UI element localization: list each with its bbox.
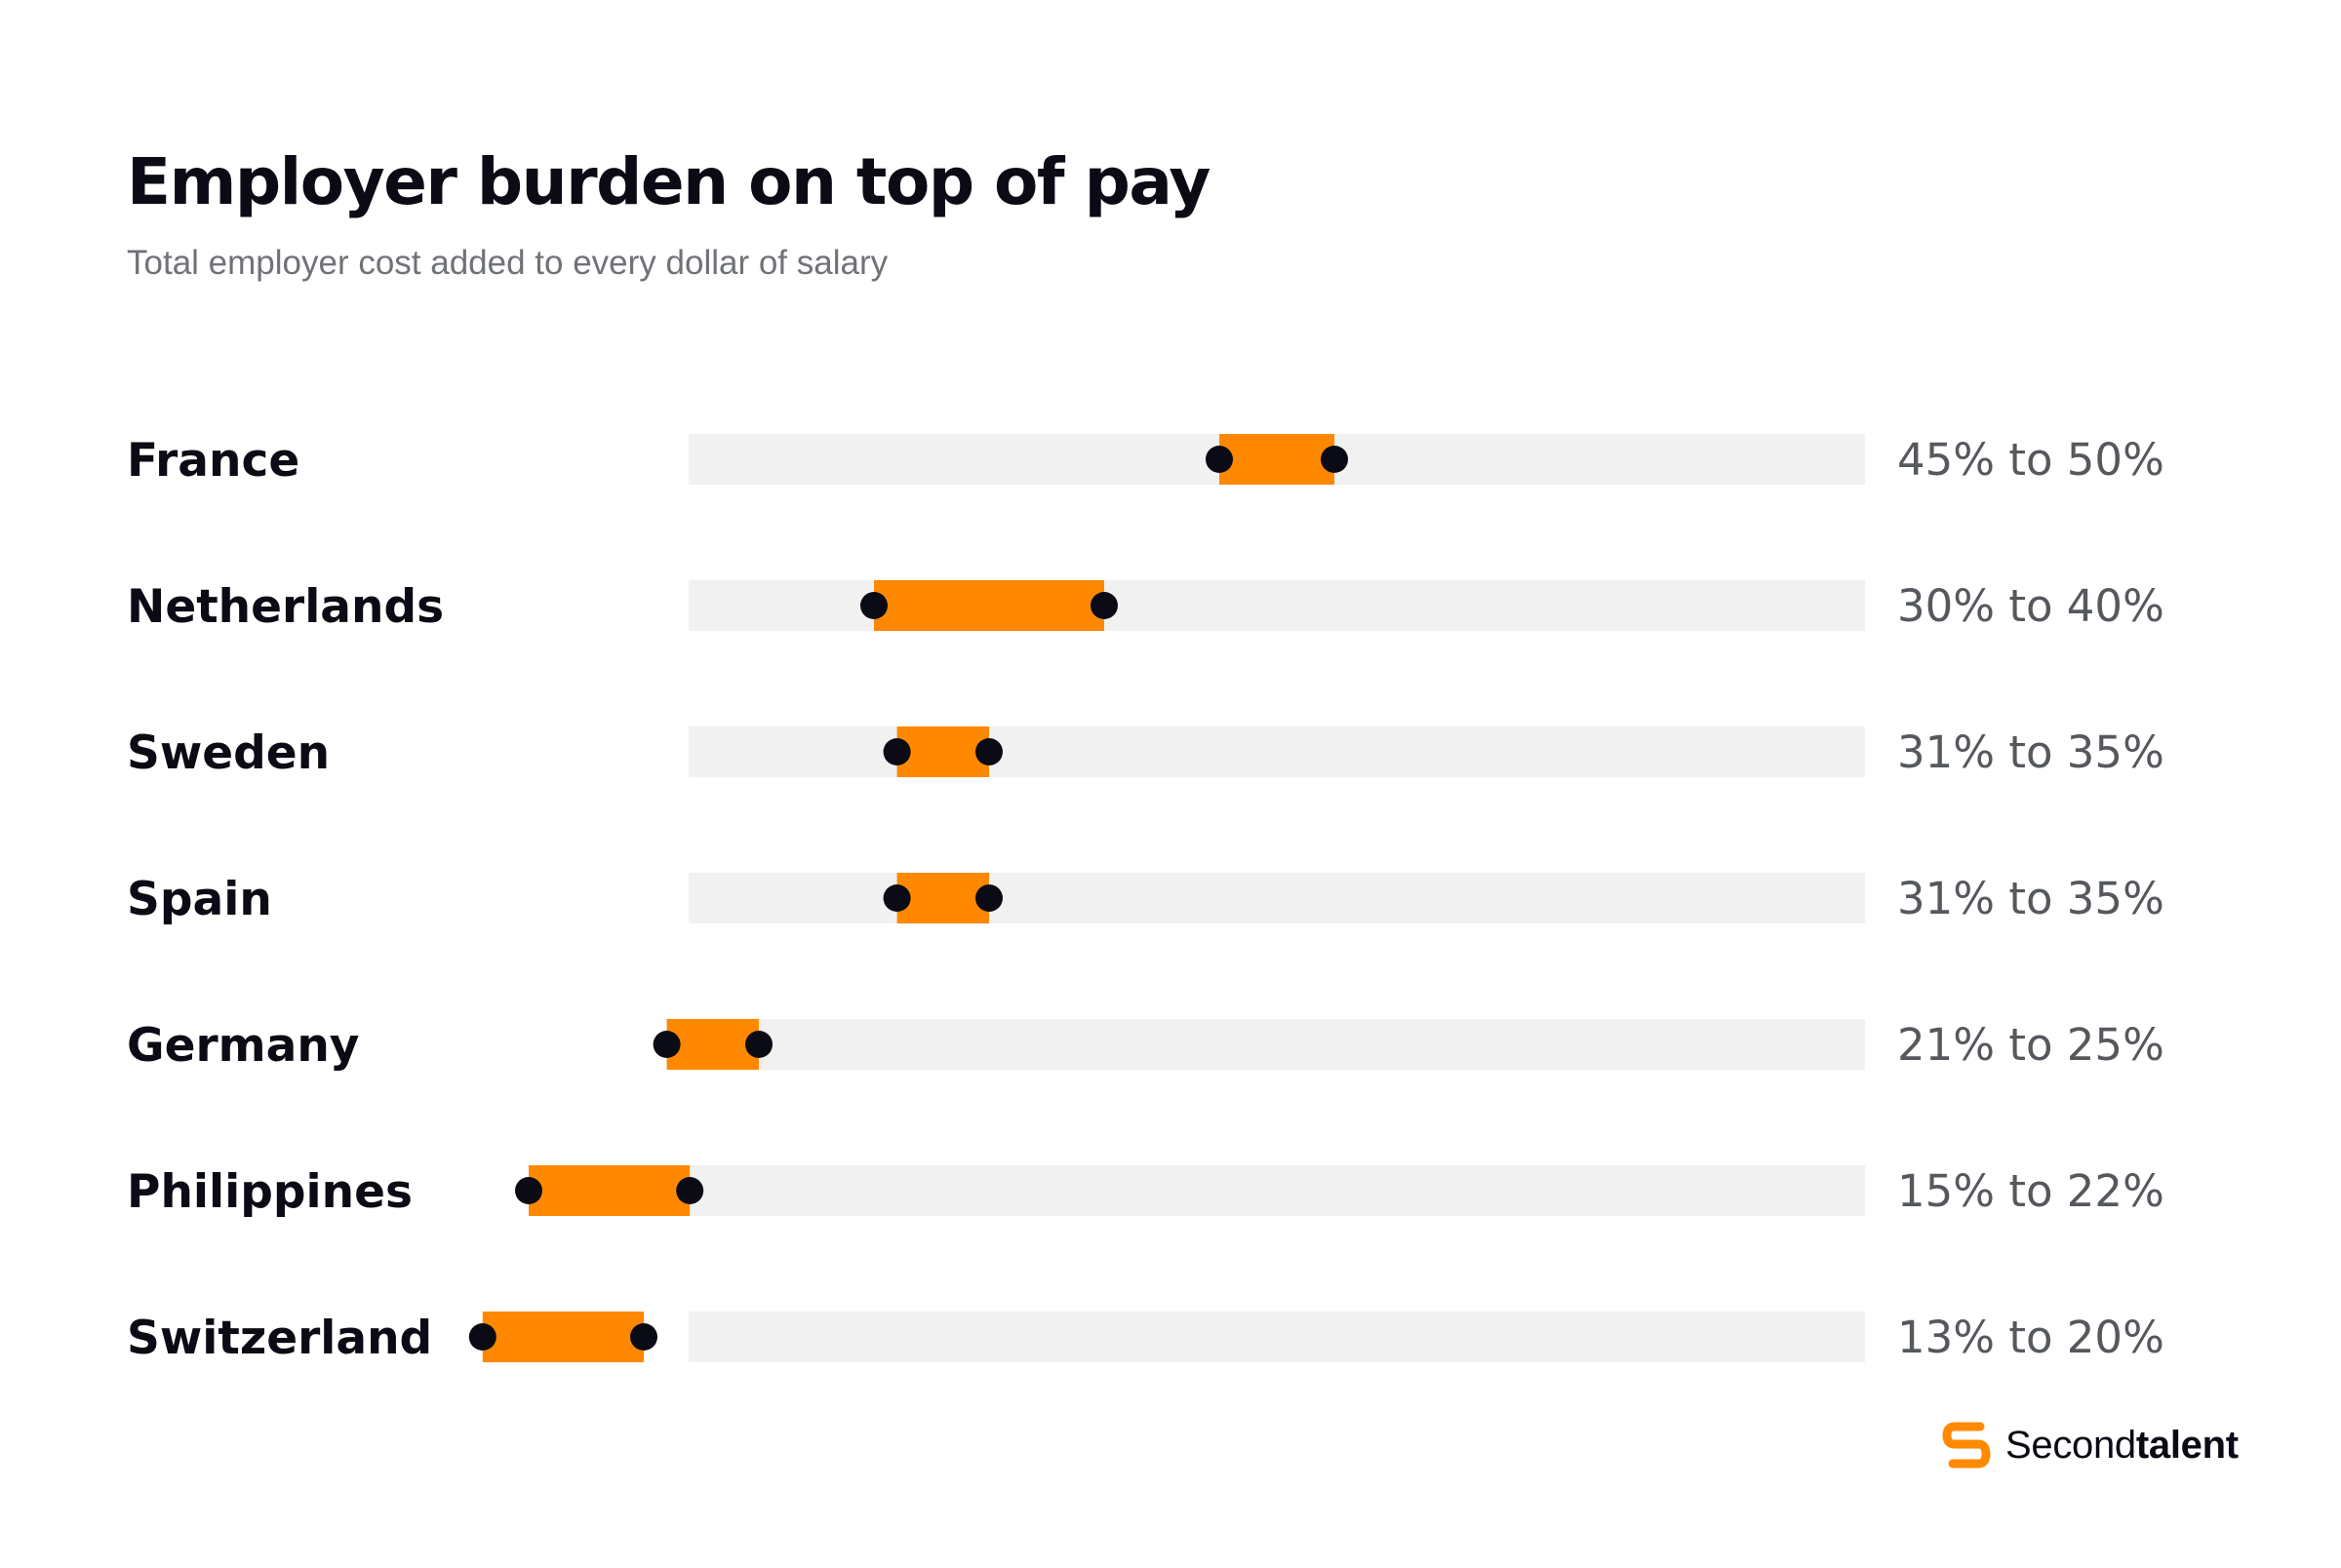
value-label-netherlands: 30% to 40% (1897, 580, 2164, 632)
chart-subtitle: Total employer cost added to every dolla… (127, 244, 889, 282)
track-philippines (689, 1165, 1865, 1216)
country-label-sweden: Sweden (127, 726, 330, 780)
country-label-philippines: Philippines (127, 1165, 413, 1219)
country-label-netherlands: Netherlands (127, 580, 444, 634)
low-point-spain (883, 884, 911, 912)
high-point-germany (745, 1031, 773, 1058)
high-point-netherlands (1091, 592, 1118, 619)
value-label-switzerland: 13% to 20% (1897, 1312, 2164, 1363)
low-point-philippines (515, 1177, 542, 1204)
low-point-germany (653, 1031, 681, 1058)
range-bar-france (1219, 434, 1334, 485)
range-bar-switzerland (482, 1312, 644, 1362)
chart-title: Employer burden on top of pay (127, 144, 1210, 219)
high-point-sweden (975, 738, 1003, 765)
value-label-france: 45% to 50% (1897, 434, 2164, 486)
brand-name-regular: Second (2005, 1423, 2136, 1467)
high-point-switzerland (630, 1323, 657, 1351)
brand-name: Secondtalent (2005, 1424, 2239, 1468)
brand-name-bold: talent (2135, 1423, 2239, 1467)
country-label-spain: Spain (127, 873, 272, 926)
country-label-germany: Germany (127, 1019, 359, 1073)
brand-logo: Secondtalent (1941, 1416, 2239, 1474)
country-label-france: France (127, 434, 299, 488)
high-point-spain (975, 884, 1003, 912)
value-label-philippines: 15% to 22% (1897, 1165, 2164, 1217)
range-bar-spain (896, 873, 989, 923)
track-switzerland (689, 1312, 1865, 1362)
low-point-switzerland (468, 1323, 496, 1351)
high-point-france (1321, 446, 1348, 473)
track-sweden (689, 726, 1865, 777)
value-label-sweden: 31% to 35% (1897, 726, 2164, 778)
track-spain (689, 873, 1865, 923)
low-point-sweden (883, 738, 911, 765)
range-bar-sweden (896, 726, 989, 777)
range-bar-philippines (529, 1165, 691, 1216)
high-point-philippines (676, 1177, 704, 1204)
secondtalent-logo-icon (1942, 1422, 1991, 1469)
track-germany (689, 1019, 1865, 1070)
low-point-france (1206, 446, 1233, 473)
country-label-switzerland: Switzerland (127, 1312, 432, 1365)
value-label-germany: 21% to 25% (1897, 1019, 2164, 1071)
low-point-netherlands (860, 592, 888, 619)
value-label-spain: 31% to 35% (1897, 873, 2164, 924)
range-bar-germany (666, 1019, 759, 1070)
range-bar-netherlands (874, 580, 1104, 631)
